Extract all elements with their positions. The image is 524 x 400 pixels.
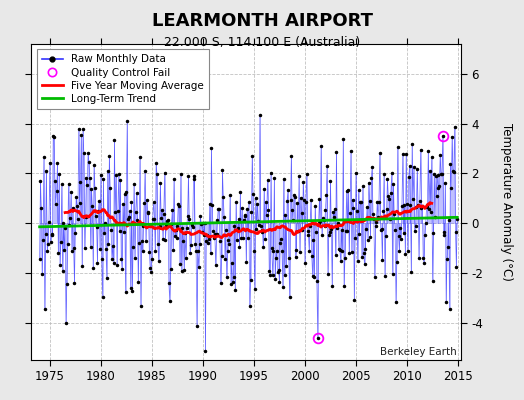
Text: LEARMONTH AIRPORT: LEARMONTH AIRPORT [151, 12, 373, 30]
Text: Berkeley Earth: Berkeley Earth [380, 347, 457, 357]
Y-axis label: Temperature Anomaly (°C): Temperature Anomaly (°C) [500, 123, 513, 281]
Text: 22.000 S, 114.100 E (Australia): 22.000 S, 114.100 E (Australia) [164, 36, 360, 49]
Legend: Raw Monthly Data, Quality Control Fail, Five Year Moving Average, Long-Term Tren: Raw Monthly Data, Quality Control Fail, … [37, 49, 209, 109]
